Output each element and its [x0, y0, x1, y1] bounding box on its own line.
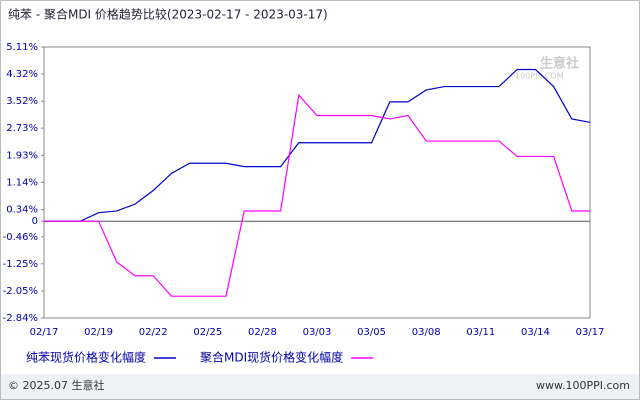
y-tick-label: 4.32%: [6, 69, 38, 80]
y-tick-label: 3.52%: [6, 96, 38, 107]
series-line: [44, 68, 591, 222]
x-tick-label: 03/17: [576, 327, 605, 338]
x-tick-label: 03/14: [521, 327, 550, 338]
legend-label: 纯苯现货价格变化幅度: [26, 350, 146, 365]
chart-title: 纯苯 - 聚合MDI 价格趋势比较(2023-02-17 - 2023-03-1…: [8, 7, 328, 22]
y-tick-label: 0.34%: [6, 205, 38, 216]
watermark-brand: 生意社: [540, 56, 579, 72]
x-tick-label: 02/17: [30, 327, 59, 338]
y-tick-label: 5.11%: [6, 42, 38, 53]
x-tick-label: 03/11: [466, 327, 495, 338]
site-url: www.100PPI.com: [536, 379, 630, 392]
y-tick-label: 1.93%: [6, 150, 38, 161]
x-tick-label: 03/08: [412, 327, 441, 338]
x-tick-label: 02/22: [139, 327, 168, 338]
x-tick-label: 02/19: [84, 327, 113, 338]
y-tick-label: -0.46%: [3, 232, 38, 243]
y-tick-label: -1.25%: [3, 259, 38, 270]
y-tick-label: 0: [32, 216, 38, 227]
y-tick-label: -2.84%: [3, 313, 38, 324]
legend-label: 聚合MDI现货价格变化幅度: [200, 350, 343, 365]
y-tick-label: 2.73%: [6, 123, 38, 134]
watermark-url: 100PPI.COM: [515, 72, 564, 81]
y-tick-label: -2.05%: [3, 286, 38, 297]
x-tick-label: 02/25: [193, 327, 222, 338]
copyright: © 2025.07 生意社: [8, 378, 104, 392]
x-tick-label: 03/03: [303, 327, 332, 338]
x-tick-label: 02/28: [248, 327, 277, 338]
x-tick-label: 03/05: [357, 327, 386, 338]
y-tick-label: 1.14%: [6, 177, 38, 188]
series-line: [44, 93, 590, 297]
footer-band: [1, 374, 639, 399]
